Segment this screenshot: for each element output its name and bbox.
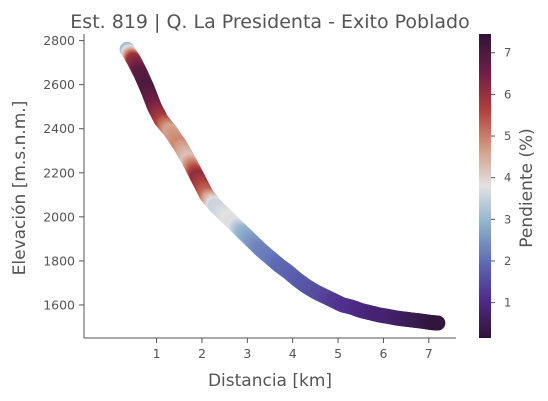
colorbar-label: Pendiente (%) <box>517 128 537 248</box>
x-tick-label: 6 <box>379 346 387 361</box>
y-tick-label: 2200 <box>43 165 75 180</box>
y-tick-label: 2600 <box>43 77 75 92</box>
x-tick-label: 4 <box>289 346 297 361</box>
colorbar-tick-label: 7 <box>504 46 511 60</box>
y-tick-label: 2800 <box>43 33 75 48</box>
colorbar-tick-label: 4 <box>504 171 511 185</box>
y-tick-label: 1600 <box>43 297 75 312</box>
x-tick-label: 7 <box>425 346 433 361</box>
colorbar-tick-label: 6 <box>504 87 511 101</box>
colorbar: 1 2 3 4 5 6 7 <box>479 34 511 338</box>
scatter-point <box>430 315 446 331</box>
x-tick-label: 2 <box>198 346 206 361</box>
colorbar-tick-label: 2 <box>504 254 511 268</box>
chart-title: Est. 819 | Q. La Presidenta - Exito Pobl… <box>70 11 469 33</box>
colorbar-tick-label: 3 <box>504 212 511 226</box>
colorbar-tick-label: 5 <box>504 129 511 143</box>
x-tick-label: 5 <box>334 346 342 361</box>
y-tick-label: 1800 <box>43 253 75 268</box>
x-axis-label: Distancia [km] <box>208 371 332 391</box>
colorbar-tick-label: 1 <box>504 296 511 310</box>
y-axis-label: Elevación [m.s.n.m.] <box>10 101 30 276</box>
y-tick-label: 2400 <box>43 121 75 136</box>
colorbar-scale <box>479 34 491 338</box>
axes: 1 2 3 4 5 6 7 1600 1800 2000 2200 2400 2600 2800 <box>43 33 456 361</box>
x-tick-label: 1 <box>153 346 161 361</box>
y-tick-label: 2000 <box>43 209 75 224</box>
x-tick-label: 3 <box>243 346 251 361</box>
scatter-points <box>119 41 446 331</box>
